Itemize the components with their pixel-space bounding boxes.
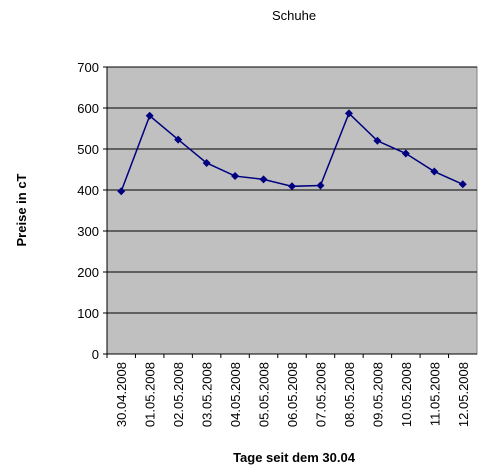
- y-tick-label: 500: [77, 142, 99, 157]
- marker: [401, 149, 410, 158]
- x-tick-label: 08.05.2008: [342, 362, 357, 427]
- y-tick-label: 200: [77, 265, 99, 280]
- x-axis-title: Tage seit dem 30.04: [233, 450, 356, 465]
- y-tick-label: 0: [92, 347, 99, 362]
- x-tick-label: 03.05.2008: [200, 362, 215, 427]
- chart-title: Schuhe: [272, 8, 316, 23]
- x-tick-label: 04.05.2008: [228, 362, 243, 427]
- y-tick-label: 400: [77, 183, 99, 198]
- marker: [202, 158, 211, 167]
- marker: [373, 136, 382, 145]
- y-tick-label: 100: [77, 306, 99, 321]
- marker: [344, 109, 353, 118]
- marker: [174, 135, 183, 144]
- marker: [288, 182, 296, 191]
- y-tick-label: 700: [77, 60, 99, 75]
- y-axis-title: Preise in cT: [14, 173, 29, 246]
- plot-area: [106, 66, 478, 355]
- marker: [231, 172, 240, 181]
- y-tick-label: 600: [77, 101, 99, 116]
- x-tick-label: 09.05.2008: [370, 362, 385, 427]
- x-tick-label: 12.05.2008: [456, 362, 471, 427]
- marker: [316, 181, 325, 190]
- x-tick-label: 10.05.2008: [399, 362, 414, 427]
- marker: [117, 187, 126, 196]
- marker: [145, 111, 154, 120]
- marker: [430, 167, 439, 176]
- y-tick-label: 300: [77, 224, 99, 239]
- x-tick-label: 11.05.2008: [427, 362, 442, 426]
- x-tick-label: 06.05.2008: [285, 362, 300, 427]
- x-tick-label: 07.05.2008: [313, 362, 328, 427]
- marker: [259, 175, 268, 184]
- x-tick-label: 02.05.2008: [171, 362, 186, 427]
- x-tick-label: 30.04.2008: [114, 362, 129, 427]
- x-tick-label: 01.05.2008: [143, 362, 158, 427]
- marker: [458, 180, 467, 189]
- x-tick-label: 05.05.2008: [257, 362, 272, 427]
